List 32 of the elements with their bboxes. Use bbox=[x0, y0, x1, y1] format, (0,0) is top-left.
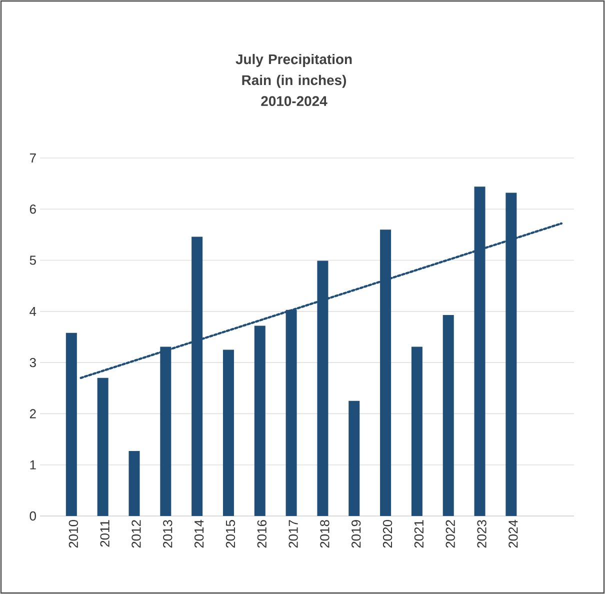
x-tick-label: 2012 bbox=[132, 520, 141, 548]
x-tick-label: 2020 bbox=[382, 520, 392, 548]
x-tick-label: 2010 bbox=[68, 520, 78, 548]
bar bbox=[66, 332, 77, 516]
chart-title: July Precipitation Rain (in inches) 2010-2024 bbox=[236, 54, 352, 106]
bar bbox=[97, 378, 108, 516]
x-tick-label: 2022 bbox=[446, 520, 455, 548]
x-tick-label: 2021 bbox=[414, 520, 424, 548]
x-tick-label: 2018 bbox=[320, 520, 330, 548]
y-tick-label: 1 bbox=[30, 460, 36, 470]
x-tick-label: 2015 bbox=[226, 520, 236, 548]
y-tick-label: 3 bbox=[30, 358, 36, 368]
x-tick-label: 2016 bbox=[257, 520, 266, 548]
y-tick-label: 7 bbox=[30, 154, 36, 162]
y-tick-label: 6 bbox=[30, 204, 36, 214]
x-tick-label: 2017 bbox=[288, 520, 298, 548]
bar bbox=[411, 346, 422, 516]
x-tick-label: 2024 bbox=[508, 520, 518, 548]
bar bbox=[442, 314, 454, 516]
x-tick-label: 2011 bbox=[100, 520, 110, 547]
x-tick-label: 2014 bbox=[194, 520, 204, 548]
y-tick-label: 2 bbox=[30, 409, 36, 418]
bar bbox=[348, 400, 360, 516]
bar bbox=[222, 350, 234, 516]
bar bbox=[128, 451, 140, 516]
x-tick-label: 2013 bbox=[163, 520, 172, 548]
x-tick-label: 2023 bbox=[477, 520, 486, 548]
x-tick-label: 2019 bbox=[352, 520, 361, 548]
y-tick-label: 4 bbox=[30, 306, 36, 316]
y-tick-label: 0 bbox=[30, 511, 36, 521]
y-tick-label: 5 bbox=[30, 256, 36, 265]
bar bbox=[254, 326, 266, 516]
